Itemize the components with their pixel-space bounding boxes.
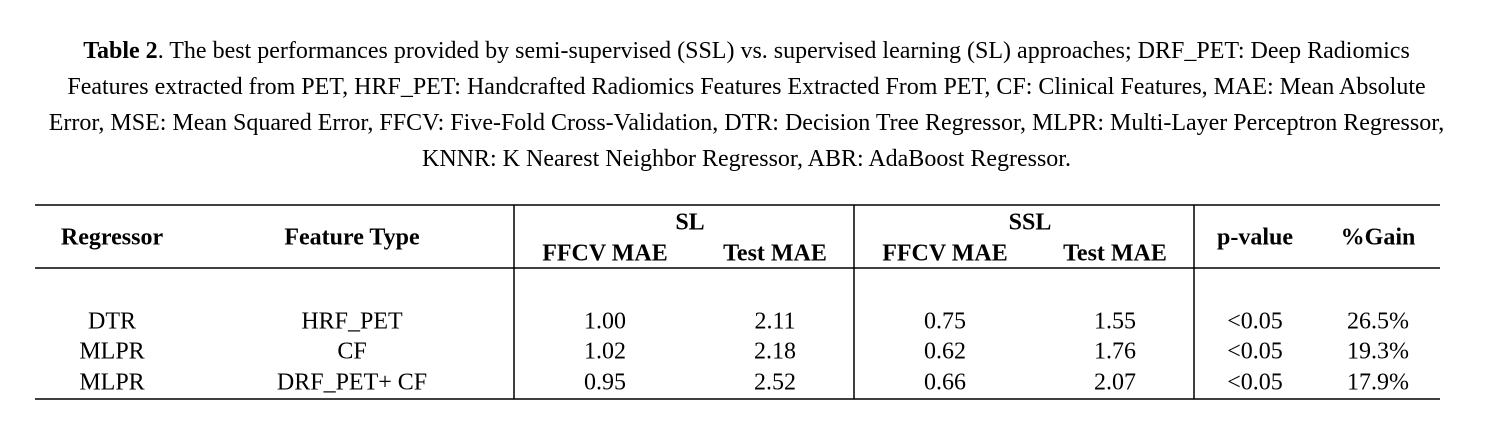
table-cell: 2.07 <box>1094 370 1136 396</box>
table-cell: 0.75 <box>924 309 966 335</box>
table-cell: DRF_PET+ CF <box>277 370 427 396</box>
group-header: SSL <box>1009 210 1052 236</box>
caption-label: Table 2 <box>83 38 158 64</box>
table-cell: 2.52 <box>754 370 796 396</box>
table-cell: MLPR <box>79 370 144 396</box>
column-header: FFCV MAE <box>542 241 668 267</box>
caption: Table 2. The best performances provided … <box>45 33 1448 177</box>
table-cell: 1.02 <box>584 339 626 365</box>
caption-text: . The best performances provided by semi… <box>48 38 1445 172</box>
table-cell: 2.18 <box>754 339 796 365</box>
table-cell: 19.3% <box>1347 339 1409 365</box>
column-header: Regressor <box>61 225 164 251</box>
table-cell: 0.95 <box>584 370 626 396</box>
column-header: Test MAE <box>723 241 827 267</box>
table-cell: DTR <box>88 309 136 335</box>
column-header: Test MAE <box>1063 241 1167 267</box>
table-cell: 1.55 <box>1094 309 1136 335</box>
table-cell: 1.76 <box>1094 339 1136 365</box>
column-header: %Gain <box>1341 225 1416 251</box>
table-cell: MLPR <box>79 339 144 365</box>
group-header: SL <box>675 210 704 236</box>
column-header: Feature Type <box>284 225 420 251</box>
table-cell: <0.05 <box>1227 370 1283 396</box>
table-cell: <0.05 <box>1227 309 1283 335</box>
table-cell: 0.66 <box>924 370 966 396</box>
table-cell: HRF_PET <box>301 309 403 335</box>
column-header: FFCV MAE <box>882 241 1008 267</box>
table-cell: 0.62 <box>924 339 966 365</box>
table-cell: 17.9% <box>1347 370 1409 396</box>
table-cell: 1.00 <box>584 309 626 335</box>
column-header: p-value <box>1217 225 1293 251</box>
table-cell: 2.11 <box>754 309 795 335</box>
table-cell: 26.5% <box>1347 309 1409 335</box>
table-cell: <0.05 <box>1227 339 1283 365</box>
table-cell: CF <box>337 339 366 365</box>
